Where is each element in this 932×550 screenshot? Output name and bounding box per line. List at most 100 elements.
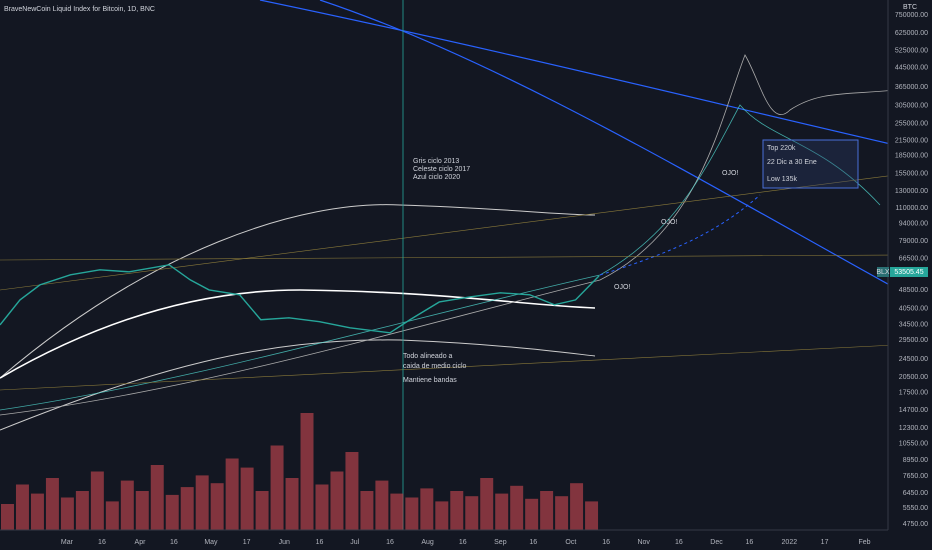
- annotation: caida de medio ciclo: [403, 363, 467, 370]
- volume: [1, 413, 599, 530]
- volume-bar: [555, 496, 569, 530]
- y-tick-label: 66500.00: [899, 255, 928, 262]
- y-tick-label: 365000.00: [895, 84, 928, 91]
- volume-bar: [345, 452, 359, 530]
- y-tick-label: 110000.00: [895, 205, 928, 212]
- y-tick-label: 29500.00: [899, 337, 928, 344]
- y-tick-label: 6450.00: [903, 490, 928, 497]
- plot: [0, 264, 600, 334]
- volume-bar: [525, 498, 539, 530]
- annotation: OJO!: [661, 219, 677, 226]
- y-tick-label: 34500.00: [899, 321, 928, 328]
- x-tick-label: Oct: [565, 539, 576, 546]
- price-line: [0, 264, 600, 334]
- volume-bar: [570, 483, 584, 530]
- annotation: Azul ciclo 2020: [413, 174, 460, 181]
- annotation: OJO!: [614, 284, 630, 291]
- annotation: Gris ciclo 2013: [413, 158, 459, 165]
- volume-bar: [255, 491, 269, 530]
- x-tick-label: Mar: [61, 539, 74, 546]
- x-tick-label: Feb: [858, 539, 870, 546]
- annotation: Top 220k: [767, 145, 796, 152]
- volume-bar: [90, 471, 104, 530]
- volume-bar: [195, 475, 209, 530]
- volume-bar: [180, 487, 194, 530]
- volume-bar: [390, 493, 404, 530]
- annotation: Celeste ciclo 2017: [413, 166, 470, 173]
- volume-bar: [540, 491, 554, 530]
- volume-bar: [480, 478, 494, 530]
- volume-bar: [120, 480, 134, 530]
- annotation: Todo alineado a: [403, 353, 453, 360]
- currency: BTC: [903, 4, 917, 11]
- y-tick-label: 24500.00: [899, 356, 928, 363]
- y-tick-label: 215000.00: [895, 137, 928, 144]
- y-tick-label: 130000.00: [895, 188, 928, 195]
- volume-bar: [510, 485, 524, 530]
- volume-bar: [585, 501, 599, 530]
- y-tick-label: 40500.00: [899, 305, 928, 312]
- y-tick-label: 7650.00: [903, 473, 928, 480]
- y-tick-label: 48500.00: [899, 287, 928, 294]
- volume-bar: [30, 493, 44, 530]
- x-tick-label: 2022: [782, 539, 798, 546]
- y-tick-label: 8950.00: [903, 457, 928, 464]
- y-tick-label: 750000.00: [895, 12, 928, 19]
- axes: 750000.00 625000.00 525000.00 445000.00 3650…: [61, 12, 928, 546]
- volume-bar: [15, 484, 29, 530]
- annotation: Low 135k: [767, 176, 797, 183]
- x-tick-label: Apr: [135, 539, 147, 546]
- volume-bar: [495, 493, 509, 530]
- decorations: [0, 0, 896, 530]
- volume-bar: [1, 504, 14, 530]
- volume-bar: [405, 497, 419, 530]
- y-tick-label: 20500.00: [899, 374, 928, 381]
- x-tick-label: 16: [745, 539, 753, 546]
- x-tick-label: Jul: [350, 539, 359, 546]
- y-tick-label: 185000.00: [895, 153, 928, 160]
- volume-bar: [60, 497, 74, 530]
- annotation: 22 Dic a 30 Ene: [767, 159, 817, 166]
- volume-bar: [75, 491, 89, 530]
- x-tick-label: Dec: [710, 539, 723, 546]
- last-price: 53505.45: [894, 269, 923, 276]
- price-tag: [890, 267, 928, 277]
- y-tick-label: 525000.00: [895, 48, 928, 55]
- y-tick-label: 5550.00: [903, 505, 928, 512]
- volume-bar: [210, 483, 224, 530]
- volume-bar: [465, 496, 479, 530]
- y-tick-label: 79000.00: [899, 238, 928, 245]
- x-tick-label: Jun: [279, 539, 290, 546]
- volume-bar: [45, 478, 59, 530]
- volume-bar: [285, 478, 299, 530]
- x-tick-label: Sep: [494, 539, 507, 546]
- y-tick-label: 12300.00: [899, 425, 928, 432]
- volume-bar: [225, 458, 239, 530]
- volume-bar: [450, 491, 464, 530]
- volume-bar: [240, 467, 254, 530]
- volume-bar: [330, 471, 344, 530]
- annotation: OJO!: [722, 170, 738, 177]
- volume-bar: [420, 488, 434, 530]
- volume-bar: [135, 491, 149, 530]
- y-tick-label: 17500.00: [899, 390, 928, 397]
- y-tick-label: 14700.00: [899, 407, 928, 414]
- volume-bar: [105, 501, 119, 530]
- symbol: BLX: [876, 269, 890, 276]
- y-tick-label: 4750.00: [903, 521, 928, 528]
- x-tick-label: Nov: [637, 539, 650, 546]
- x-tick-label: May: [204, 539, 218, 546]
- x-tick-label: 17: [821, 539, 829, 546]
- volume-bar: [270, 445, 284, 530]
- x-tick-label: 16: [602, 539, 610, 546]
- x-tick-label: 16: [170, 539, 178, 546]
- x-tick-label: 16: [529, 539, 537, 546]
- volume-bar: [315, 484, 329, 530]
- volume-bar: [360, 491, 374, 530]
- x-tick-label: 16: [316, 539, 324, 546]
- y-tick-label: 155000.00: [895, 170, 928, 177]
- symbol-tag: [877, 267, 889, 277]
- volume-bar: [150, 465, 164, 530]
- x-tick-label: 16: [459, 539, 467, 546]
